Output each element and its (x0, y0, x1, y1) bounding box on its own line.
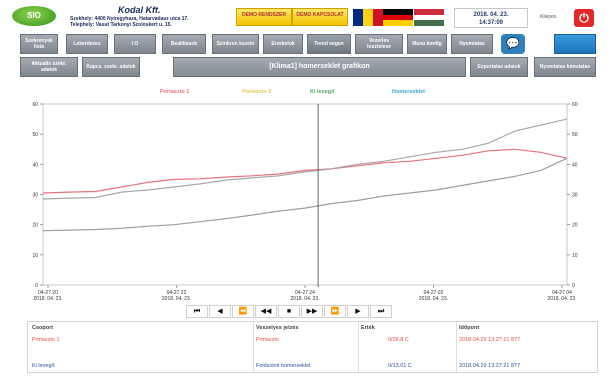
company-address-line-2: Telephely: Vasut Tarkonyi Szoloskert u. … (70, 22, 172, 28)
y-tick-label: 60 (572, 102, 578, 108)
info-button[interactable] (554, 34, 596, 54)
prev-page-button[interactable]: ◀ (209, 305, 231, 318)
connected-cabinet-data-button[interactable]: Kapcs. szekr. adatok (82, 57, 140, 77)
rewind-button[interactable]: ⏪ (232, 305, 254, 318)
app-header: SIO Kodal Kft. Szekhely: 4400 Nyiregyhaz… (0, 0, 609, 30)
chart-pager: ⏮ ◀ ⏪ ◀◀ ■ ▶▶ ⏩ ▶ ⏭ (186, 305, 393, 319)
table-row[interactable]: Porlaszto 1 Porlaszto 0/28.8 C 2018.04.2… (28, 334, 597, 347)
de-flag-icon[interactable] (383, 9, 413, 27)
legend-item[interactable]: Porlaszto 1 (160, 89, 190, 95)
last-page-button[interactable]: ⏭ (370, 305, 392, 318)
col-header-value: Erték (361, 325, 375, 331)
nav-menu-config-button[interactable]: Menu konfig (407, 34, 447, 54)
company-logo: SIO (12, 6, 56, 26)
y-tick-label: 30 (572, 193, 578, 199)
x-tick-label: 04-27 20 (38, 290, 58, 296)
x-tick-label: 2018. 04. 23. (419, 296, 448, 302)
values-table: Csoport Veszelyes jelzés Erték Időpont P… (27, 321, 598, 373)
current-cabinet-data-button[interactable]: Aktualis szekr. adatok (20, 57, 78, 77)
nav-sync-button[interactable]: Szinkron kezelo (212, 34, 259, 54)
y-tick-label: 10 (572, 253, 578, 259)
chat-icon[interactable]: 💬 (501, 34, 525, 54)
row-time: 2018.04.29 13:27:21 877 (459, 337, 521, 343)
legend-item[interactable]: Porlaszto 2 (242, 89, 272, 95)
col-header-group: Csoport (32, 325, 54, 331)
y-tick-label: 50 (572, 132, 578, 138)
series-line-0 (42, 148, 568, 194)
fast-forward-button[interactable]: ⏩ (324, 305, 346, 318)
row-value: 0/13.01 C (388, 363, 412, 369)
row-group: Ki levegő (32, 363, 55, 369)
nav-settings-button[interactable]: Beallitasok (162, 34, 206, 54)
x-tick-label: 2018. 04. 23. (290, 296, 319, 302)
row-group: Porlaszto 1 (32, 337, 60, 343)
x-tick-label: 2018. 04. 23. (162, 296, 191, 302)
next-page-button[interactable]: ▶ (347, 305, 369, 318)
x-tick-label: 04-27 22 (167, 290, 187, 296)
col-header-time: Időpont (459, 325, 480, 331)
y-tick-label: 40 (572, 162, 578, 168)
y-tick-label: 60 (32, 102, 38, 108)
demo-connection-badge[interactable]: DEMO KAPCSOLAT (292, 8, 348, 26)
row-alarm: Porlaszto (256, 337, 279, 343)
export-data-button[interactable]: Exportalas adatok (470, 57, 528, 77)
y-tick-label: 10 (32, 253, 38, 259)
series-line-2 (42, 157, 568, 232)
col-header-alarm: Veszelyes jelzés (256, 325, 299, 331)
series-line-1 (42, 118, 568, 200)
y-tick-label: 0 (35, 283, 38, 289)
table-header-row: Csoport Veszelyes jelzés Erték Időpont (28, 322, 597, 335)
x-tick-label: 04-27 04 (552, 290, 572, 296)
stop-button[interactable]: ■ (278, 305, 300, 318)
chart-legend: Porlaszto 1 Porlaszto 2 Ki levegő Homers… (160, 89, 460, 99)
row-alarm: Foldszinti homerseklet (256, 363, 311, 369)
first-page-button[interactable]: ⏮ (186, 305, 208, 318)
company-name: Kodal Kft. (118, 5, 161, 15)
nav-cabinets-button[interactable]: Szekrenyek lista (20, 34, 58, 54)
x-tick-label: 04-27 24 (295, 290, 315, 296)
nav-print-button[interactable]: Nyomtatas (451, 34, 493, 54)
step-forward-button[interactable]: ▶▶ (301, 305, 323, 318)
y-tick-label: 50 (32, 132, 38, 138)
nav-io-button[interactable]: I O (114, 34, 156, 54)
power-icon[interactable]: ⏻ (574, 9, 594, 27)
y-tick-label: 40 (32, 162, 38, 168)
nav-sensors-button[interactable]: Erzekelok (263, 34, 303, 54)
plot-frame (42, 103, 568, 286)
y-tick-label: 0 (572, 283, 575, 289)
hu-flag-icon[interactable] (414, 9, 444, 27)
page-title: [Klima1] homerseklet grafikon (173, 57, 466, 77)
nav-control-test-button[interactable]: Vezerles tesztelese (355, 34, 403, 54)
date-text: 2018. 04. 23. (473, 12, 509, 18)
company-address-line-1: Szekhely: 4400 Nyiregyhaza, Hatarvadasz … (70, 16, 189, 22)
time-text: 14:37:09 (478, 20, 504, 26)
print-report-button[interactable]: Nyomtatas kimutatas (534, 57, 596, 77)
x-tick-label: 2018. 04. 23. (547, 296, 576, 302)
y-tick-label: 30 (32, 193, 38, 199)
nav-trend-button[interactable]: Trend vegen (307, 34, 351, 54)
ro-flag-icon[interactable] (353, 9, 383, 26)
table-row[interactable]: Ki levegő Foldszinti homerseklet 0/13.01… (28, 360, 597, 373)
legend-item[interactable]: Ki levegő (310, 89, 335, 95)
datetime-display: 2018. 04. 23. 14:37:09 (454, 8, 528, 28)
logout-label: Kilepes (540, 14, 557, 20)
nav-query-button[interactable]: Lekerdezes (66, 34, 108, 54)
x-tick-label: 2018. 04. 23. (33, 296, 62, 302)
step-back-button[interactable]: ◀◀ (255, 305, 277, 318)
x-tick-label: 04-27 02 (424, 290, 444, 296)
row-time: 2018.04.29 13:27:21 877 (459, 363, 521, 369)
y-tick-label: 20 (32, 223, 38, 229)
y-tick-label: 20 (572, 223, 578, 229)
table-row[interactable] (28, 347, 597, 360)
demo-badge[interactable]: DEMO RENDSZER (236, 8, 292, 26)
legend-item[interactable]: Homerseklet (392, 89, 426, 95)
row-value: 0/28.8 C (388, 337, 409, 343)
